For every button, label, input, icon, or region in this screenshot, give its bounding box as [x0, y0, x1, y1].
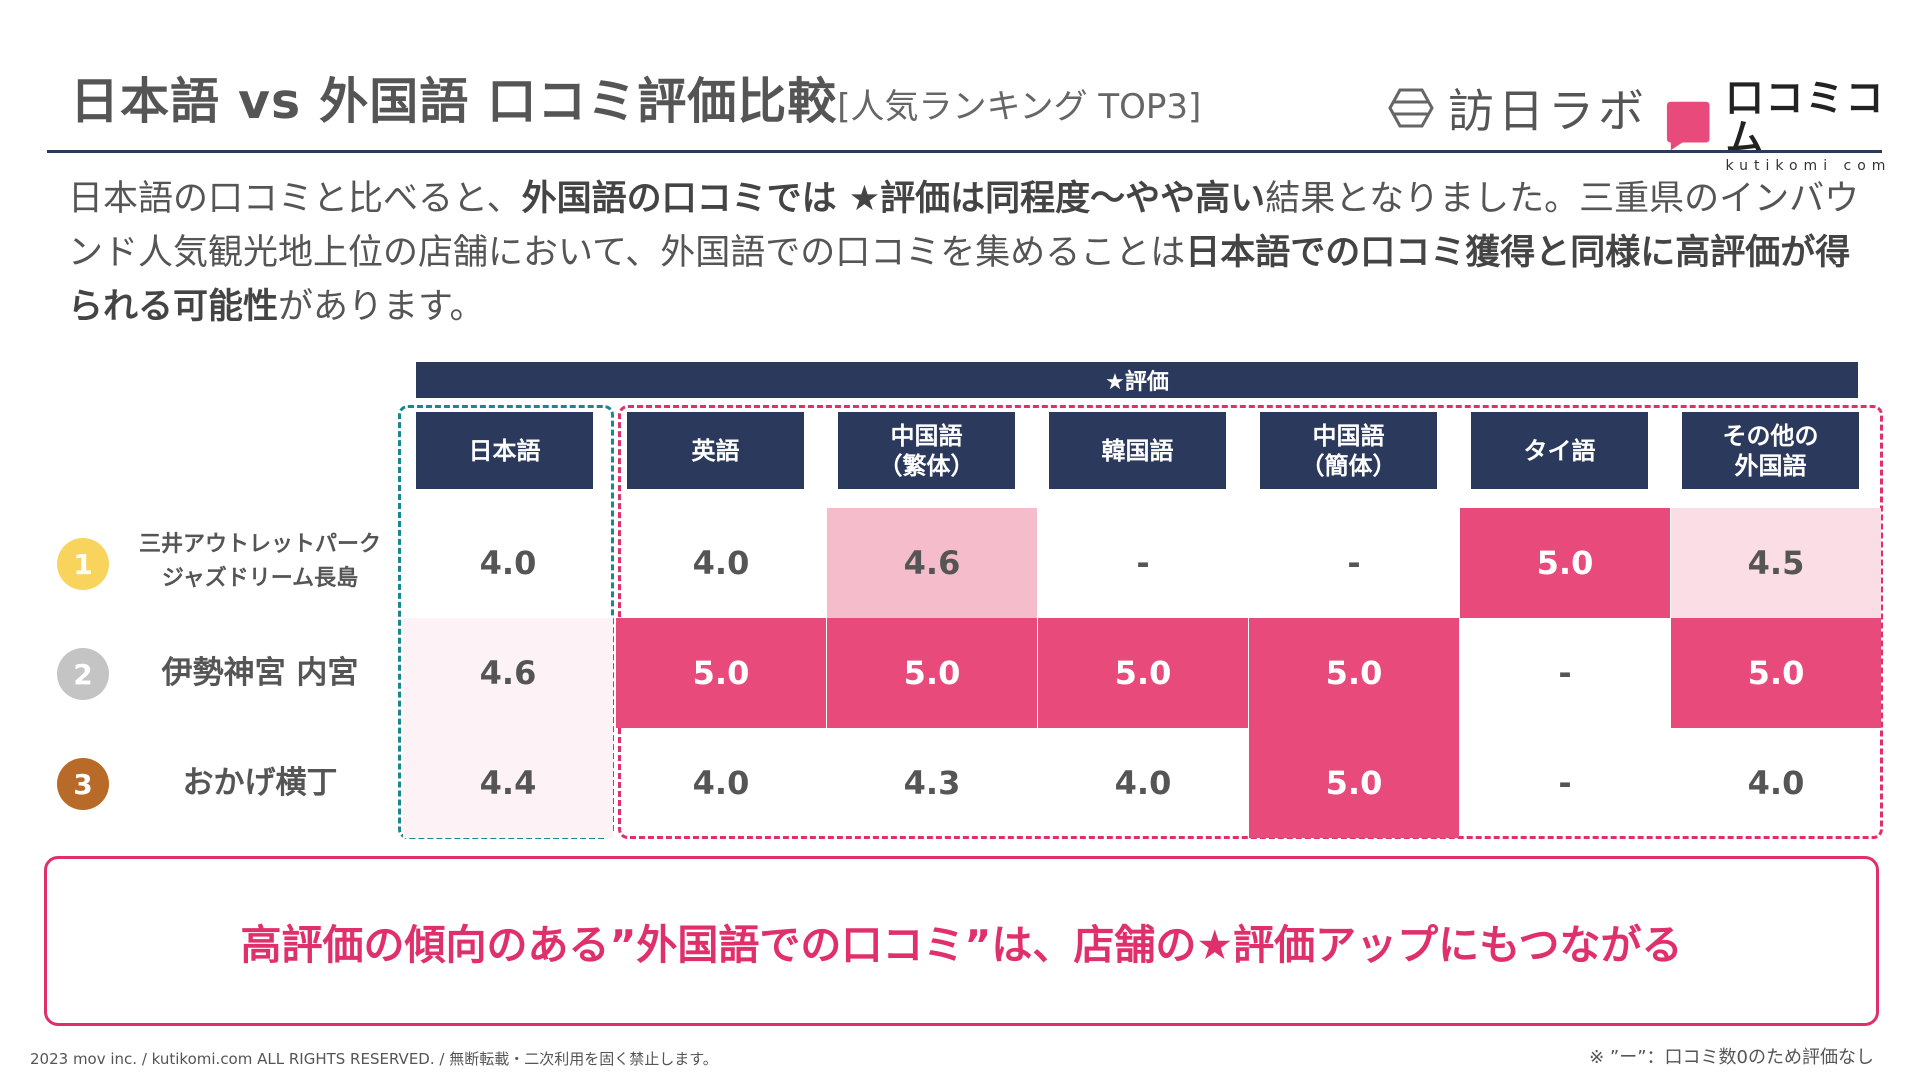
rating-cell: 4.0: [692, 544, 750, 582]
conclusion-callout: 高評価の傾向のある”外国語での口コミ”は、店舗の★評価アップにもつながる: [44, 856, 1879, 1026]
col-header-korean: 韓国語: [1049, 412, 1226, 489]
kutikomi-logo: 口コミコム kutikomi com: [1665, 78, 1919, 174]
kutikomi-logo-icon: [1666, 101, 1710, 151]
rating-cell: 4.6: [827, 508, 1037, 618]
rating-cell: 5.0: [1460, 508, 1670, 618]
houjin-labo-logo-icon: [1388, 88, 1434, 128]
page-title: 日本語 vs 外国語 口コミ評価比較[人気ランキング TOP3]: [70, 62, 1201, 133]
place-name-3: おかげ横丁: [130, 763, 390, 803]
rating-cell: 4.3: [903, 764, 961, 802]
rating-cell: 5.0: [827, 618, 1037, 728]
title-main: 日本語 vs 外国語 口コミ評価比較: [70, 73, 838, 130]
kutikomi-logo-jp: 口コミコム: [1725, 76, 1886, 160]
kutikomi-logo-en: kutikomi com: [1725, 158, 1892, 174]
lead-text-1: 日本語の口コミと比べると、: [68, 179, 522, 219]
rating-cell: 4.5: [1671, 508, 1881, 618]
rating-cell: -: [1558, 654, 1572, 692]
header-divider: [47, 150, 1882, 153]
rating-cell: -: [1347, 544, 1361, 582]
place-name-1: 三井アウトレットパーク ジャズドリーム長島: [130, 528, 390, 596]
col-header-thai: タイ語: [1471, 412, 1648, 489]
col-header-line2: （繁体）: [878, 451, 975, 480]
place-name-line1: おかげ横丁: [182, 765, 338, 801]
rating-cell: 5.0: [1671, 618, 1881, 728]
col-header-chinese-traditional: 中国語 （繁体）: [838, 412, 1015, 489]
col-header-line2: 外国語: [1734, 451, 1807, 480]
rank-badge-3: 3: [57, 758, 109, 810]
place-name-line1: 三井アウトレットパーク: [138, 532, 381, 557]
lead-bold-1: 外国語の口コミでは ★評価は同程度〜やや高い: [521, 179, 1266, 219]
col-header-line1: 日本語: [468, 436, 541, 465]
place-name-line2: ジャズドリーム長島: [161, 566, 359, 591]
lead-text-3: があります。: [278, 287, 485, 327]
col-header-line1: 英語: [691, 436, 740, 465]
rating-cell: -: [1136, 544, 1150, 582]
title-suffix: [人気ランキング TOP3]: [837, 87, 1202, 127]
col-header-chinese-simplified: 中国語 （簡体）: [1260, 412, 1437, 489]
col-header-line1: タイ語: [1523, 436, 1596, 465]
col-header-other: その他の 外国語: [1682, 412, 1859, 489]
rating-cell: 4.0: [479, 544, 537, 582]
rating-cell: 4.0: [1114, 764, 1172, 802]
rating-cell: 4.6: [403, 618, 613, 728]
col-header-line1: 中国語: [1312, 421, 1385, 450]
lead-bold-2: 日本語での口コミ獲得と同様に高評価が得られる可能性: [68, 233, 1851, 327]
col-header-japanese: 日本語: [416, 412, 593, 489]
lead-text-2: 結果となりました。三重県のインバウンド人気観光地上位の店舗において、外国語での口…: [68, 179, 1860, 273]
rank-badge-2: 2: [57, 648, 109, 700]
lead-paragraph: 日本語の口コミと比べると、外国語の口コミでは ★評価は同程度〜やや高い結果となり…: [68, 172, 1868, 334]
col-header-line1: その他の: [1722, 421, 1819, 450]
col-header-line2: （簡体）: [1300, 451, 1397, 480]
rating-header: ★評価: [416, 362, 1858, 398]
col-header-line1: 中国語: [890, 421, 963, 450]
col-header-english: 英語: [627, 412, 804, 489]
rating-cell: 4.4: [403, 728, 613, 838]
rating-cell: -: [1558, 764, 1572, 802]
place-name-line1: 伊勢神宮 内宮: [161, 655, 359, 691]
col-header-line1: 韓国語: [1101, 436, 1174, 465]
copyright-footer: 2023 mov inc. / kutikomi.com ALL RIGHTS …: [30, 1050, 718, 1068]
rating-cell: 5.0: [1249, 618, 1459, 728]
footnote: ※ ”ー”：口コミ数0のため評価なし: [1589, 1047, 1874, 1068]
rating-cell: 5.0: [1038, 618, 1248, 728]
rating-cell: 5.0: [616, 618, 826, 728]
rating-cell: 4.0: [1747, 764, 1805, 802]
rank-badge-1: 1: [57, 538, 109, 590]
place-name-2: 伊勢神宮 内宮: [130, 653, 390, 693]
rating-cell: 4.0: [692, 764, 750, 802]
rating-cell: 5.0: [1249, 728, 1459, 838]
houjin-labo-logo-text: 訪日ラボ: [1448, 84, 1648, 138]
houjin-labo-logo: 訪日ラボ: [1388, 80, 1648, 138]
